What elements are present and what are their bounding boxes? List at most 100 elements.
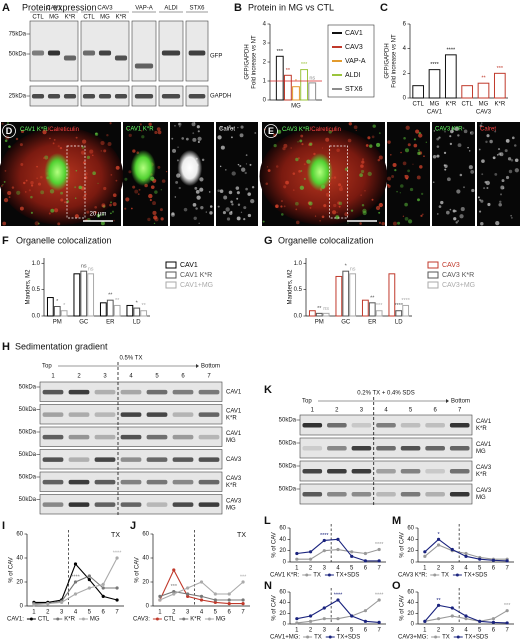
lane-label: K*R — [65, 15, 76, 21]
row-label: K*R — [226, 483, 237, 489]
texture-dot — [74, 214, 79, 219]
panel-letter: L — [264, 515, 271, 527]
texture-dot — [505, 139, 510, 143]
point — [336, 598, 340, 602]
band — [146, 412, 168, 417]
band — [94, 389, 116, 395]
band — [47, 94, 61, 99]
texture-dot — [387, 184, 391, 188]
y-tick-label: 20 — [407, 611, 414, 617]
texture-dot — [171, 212, 175, 216]
x-tick-label: 3 — [60, 610, 64, 616]
gradient-top: Top — [42, 364, 52, 370]
bar — [113, 304, 121, 317]
texture-dot — [404, 202, 408, 207]
texture-dot — [413, 143, 418, 148]
texture-dot — [295, 208, 298, 211]
band — [327, 423, 347, 428]
texture-dot — [400, 184, 404, 188]
texture-dot — [453, 217, 457, 221]
significance: ** — [481, 76, 486, 82]
texture-dot — [336, 148, 340, 153]
point — [377, 559, 381, 563]
point — [322, 606, 326, 610]
texture-dot — [243, 206, 247, 210]
texture-dot — [147, 217, 151, 222]
texture-dot — [481, 173, 484, 176]
y-tick-label: 0.5 — [294, 287, 303, 293]
texture-dot — [141, 135, 145, 139]
texture-dot — [440, 200, 444, 205]
y-tick-label: 0.0 — [294, 314, 303, 320]
texture-dot — [174, 196, 177, 198]
y-tick-label: 40 — [407, 537, 414, 543]
texture-dot — [438, 205, 442, 208]
lane-number: 1 — [311, 408, 315, 414]
texture-dot — [115, 165, 120, 170]
texture-dot — [30, 180, 34, 185]
texture-dot — [247, 213, 252, 218]
y-tick-label: 20 — [16, 580, 23, 586]
legend-label: CAV1 — [180, 262, 198, 269]
x-tick-label: 1 — [295, 628, 299, 634]
texture-dot — [176, 159, 179, 162]
texture-dot — [92, 171, 96, 176]
point — [464, 617, 468, 621]
y-tick-label: 0 — [403, 96, 407, 102]
point — [227, 598, 231, 602]
band — [68, 457, 90, 462]
x-tick-label: 3 — [186, 610, 190, 616]
band — [351, 492, 372, 497]
texture-dot — [42, 157, 45, 159]
point — [186, 592, 190, 596]
point — [436, 617, 441, 621]
texture-dot — [360, 194, 362, 196]
x-tick-label: CTL — [412, 102, 424, 108]
bar — [402, 304, 410, 317]
legend-label: MG — [90, 617, 100, 623]
texture-dot — [205, 211, 207, 213]
texture-dot — [377, 158, 381, 162]
texture-dot — [40, 190, 45, 195]
inset-blob — [130, 150, 156, 186]
x-tick-label: MG — [479, 102, 489, 108]
x-tick-label: MG — [430, 102, 440, 108]
texture-dot — [36, 177, 38, 179]
texture-dot — [230, 200, 233, 204]
bar — [283, 74, 292, 101]
texture-dot — [19, 206, 24, 211]
texture-dot — [240, 125, 244, 129]
x-tick-label: 3 — [451, 628, 455, 634]
mw-marker: 75kDa — [9, 32, 27, 38]
x-tick-label: 7 — [241, 610, 245, 616]
texture-dot — [110, 212, 112, 215]
texture-dot — [292, 172, 296, 175]
texture-dot — [94, 205, 98, 209]
point — [213, 598, 217, 602]
point — [464, 614, 468, 618]
point — [295, 621, 299, 625]
texture-dot — [409, 187, 414, 192]
x-tick-label: 6 — [492, 628, 496, 634]
legend-title: CAV1+MG: — [270, 635, 300, 641]
texture-dot — [378, 211, 381, 214]
texture-dot — [128, 170, 132, 174]
inset-caption: Calret — [219, 127, 235, 133]
texture-dot — [240, 211, 243, 214]
mw-marker: 50kDa — [9, 52, 27, 58]
point — [450, 606, 454, 610]
y-axis-label: GFP/GAPDH — [385, 43, 391, 78]
legend-swatch — [165, 261, 177, 269]
texture-dot — [500, 193, 503, 196]
texture-dot — [199, 177, 204, 182]
x-tick-label: 5 — [478, 566, 482, 572]
mw-marker: 50kDa — [279, 464, 297, 470]
legend-label: TX+SDS — [464, 573, 488, 579]
band — [82, 94, 96, 99]
texture-dot — [34, 221, 39, 226]
texture-dot — [178, 122, 181, 126]
point — [172, 590, 176, 594]
texture-dot — [59, 146, 63, 150]
texture-dot — [124, 207, 127, 210]
band — [134, 63, 154, 69]
